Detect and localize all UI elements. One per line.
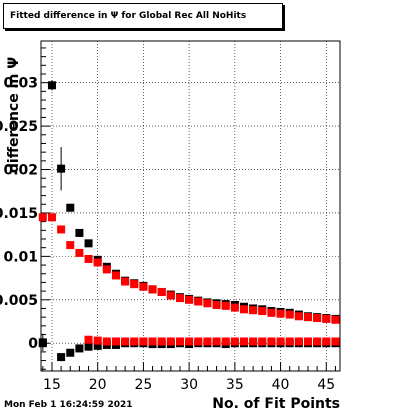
x-tick-label: 45 [317,377,335,393]
data-point [130,280,139,289]
y-tick-label: 0.005 [0,293,38,309]
data-point [313,314,322,323]
data-point [84,254,93,263]
x-tick-label: 15 [43,377,61,393]
data-point [102,337,111,346]
data-point [258,337,267,346]
data-point [313,337,322,346]
data-point [175,337,184,346]
data-point [267,308,276,317]
data-point [221,301,230,310]
data-point [121,337,130,346]
data-point [175,294,184,303]
data-point [203,299,212,308]
data-point [203,337,212,346]
data-point [230,303,239,312]
data-point [47,213,56,222]
data-point [239,337,248,346]
data-point [157,287,166,296]
data-point [75,228,84,237]
data-point [75,248,84,257]
data-point [66,348,75,357]
data-point [267,337,276,346]
data-point [221,337,230,346]
data-point [38,213,47,222]
data-point [102,265,111,274]
x-tick-label: 20 [89,377,107,393]
data-point [294,337,303,346]
data-point [38,339,47,348]
data-point [84,239,93,248]
data-point [194,297,203,306]
data-point [93,336,102,345]
data-point [185,337,194,346]
data-point [331,315,340,324]
data-point [57,225,66,234]
data-point [303,337,312,346]
data-point [148,285,157,294]
data-point [303,313,312,322]
data-point [166,291,175,300]
y-axis-label: difference in Ψ [6,56,22,174]
data-point [230,337,239,346]
data-point [111,337,120,346]
timestamp: Mon Feb 1 16:24:59 2021 [4,400,133,410]
data-point [294,312,303,321]
y-tick-label: 0.02 [3,163,38,179]
data-point [84,335,93,344]
data-point [331,337,340,346]
axes: 15 20 25 30 35 40 45 0 0.005 0.01 0.015 0.02 0.025 0.… [0,47,336,393]
plot-frame [40,40,341,372]
data-point [111,271,120,280]
data-point [157,337,166,346]
data-point [93,258,102,267]
series-3 [84,335,340,346]
data-point [249,337,258,346]
data-point [139,337,148,346]
x-axis-label: No. of Fit Points [212,396,340,412]
data-point [57,164,66,173]
x-tick-label: 35 [226,377,244,393]
x-tick-label: 30 [180,377,198,393]
data-point [121,277,130,286]
data-point [212,301,221,309]
grid [41,41,340,371]
data-point [285,337,294,346]
data-point [276,309,285,318]
y-tick-label: 0.015 [0,206,38,222]
data-point [322,337,331,346]
chart-title: Fitted difference in Ψ for Global Rec Al… [10,11,247,21]
data-point [185,295,194,304]
data-point [285,310,294,319]
data-point [57,353,66,362]
y-tick-label: 0.025 [0,119,38,135]
data-point [239,305,248,314]
data-point [75,344,84,353]
data-point [258,307,267,316]
x-tick-label: 40 [272,377,290,393]
y-tick-label: 0.01 [3,249,38,265]
data-point [47,81,56,90]
title-box: Fitted difference in Ψ for Global Rec Al… [3,3,283,29]
data-point [139,282,148,291]
data-point [93,341,102,350]
x-tick-label: 25 [134,377,152,393]
series-1 [38,213,340,324]
y-tick-label: 0.03 [3,76,38,92]
data-series [38,80,340,362]
y-axis-label-box: difference in Ψ [2,56,26,174]
data-point [166,337,175,346]
data-point [212,337,221,346]
data-point [249,306,258,315]
data-point [66,241,75,250]
data-point [84,342,93,351]
data-point [130,337,139,346]
data-point [148,337,157,346]
data-point [276,337,285,346]
data-point [322,314,331,323]
data-point [66,203,75,212]
y-tick-label: 0 [28,336,38,352]
data-point [194,337,203,346]
